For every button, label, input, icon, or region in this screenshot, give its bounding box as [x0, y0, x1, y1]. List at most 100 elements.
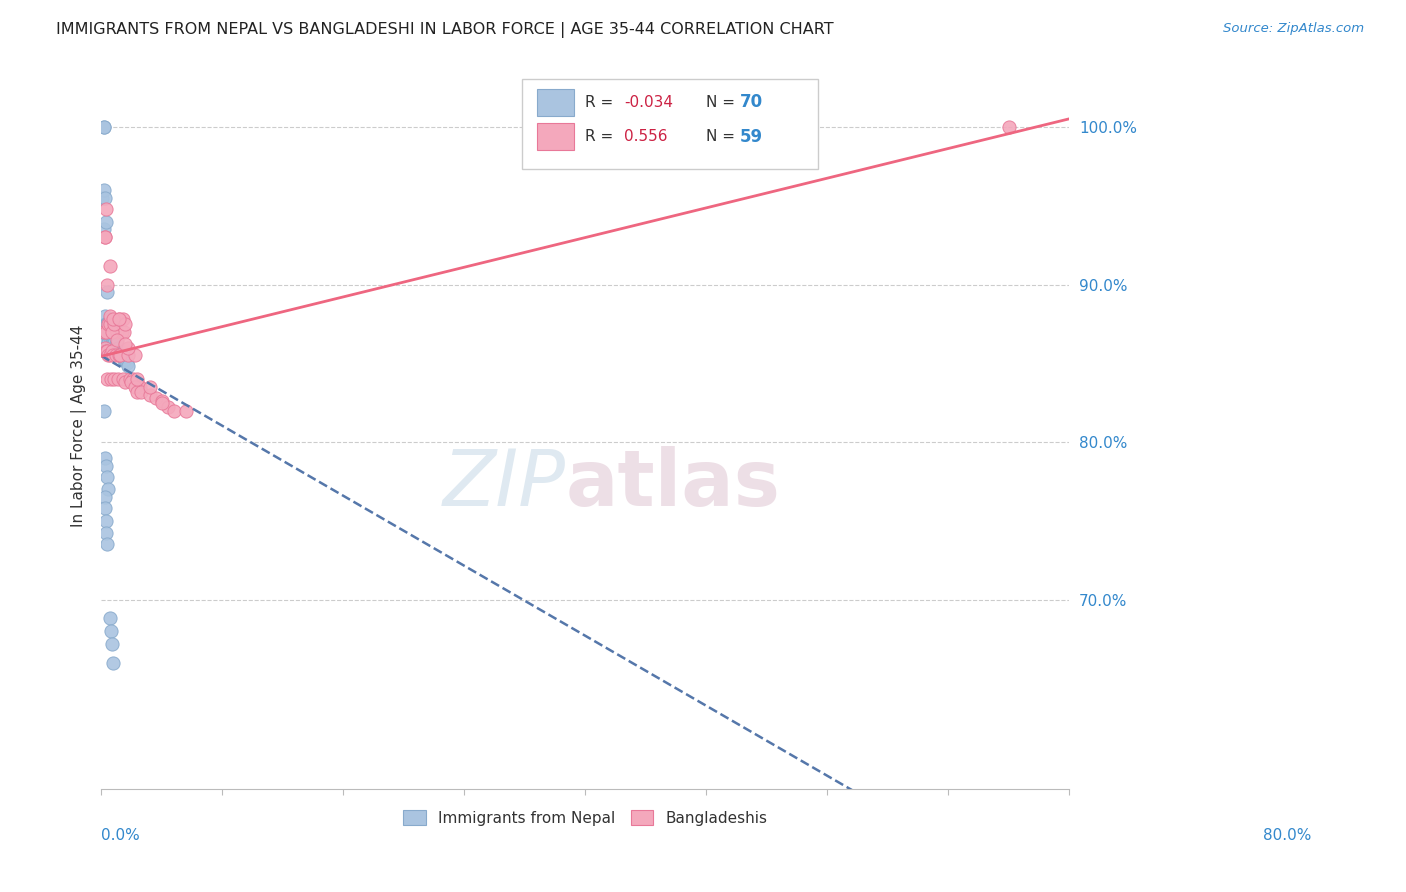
Point: [100, 325, 122, 339]
Point: [103, 656, 125, 670]
Point: [97, 325, 120, 339]
Point: [150, 395, 173, 409]
Text: ZIP: ZIP: [443, 446, 565, 522]
Point: [100, 333, 122, 347]
Point: [103, 312, 125, 326]
Point: [97, 483, 120, 497]
Point: [100, 325, 122, 339]
Point: [94, 325, 117, 339]
Bar: [537, 88, 574, 116]
Point: [103, 325, 125, 339]
Point: [93, 403, 115, 417]
Bar: [537, 123, 574, 150]
Point: [94, 333, 117, 347]
Point: [110, 348, 132, 362]
Text: -0.034: -0.034: [624, 95, 673, 110]
Point: [112, 325, 135, 339]
Point: [93, 183, 115, 197]
Point: [104, 348, 127, 362]
Point: [103, 348, 125, 362]
Point: [94, 317, 117, 331]
Point: [98, 328, 121, 343]
Point: [101, 343, 124, 358]
Point: [93, 325, 115, 339]
Text: 0.0%: 0.0%: [101, 829, 139, 844]
Point: [97, 325, 120, 339]
Point: [108, 348, 131, 362]
Point: [94, 202, 117, 216]
Point: [128, 380, 150, 394]
Point: [94, 325, 117, 339]
Point: [111, 350, 134, 364]
Point: [97, 328, 120, 343]
Point: [97, 335, 120, 350]
Y-axis label: In Labor Force | Age 35-44: In Labor Force | Age 35-44: [72, 325, 87, 527]
Point: [114, 337, 136, 351]
Point: [94, 325, 117, 339]
Point: [98, 309, 121, 323]
Point: [101, 637, 124, 651]
Point: [96, 325, 118, 339]
Point: [96, 328, 118, 343]
Point: [94, 325, 117, 339]
Point: [103, 372, 125, 386]
Text: 59: 59: [740, 128, 763, 145]
Point: [121, 372, 143, 386]
Point: [127, 384, 149, 399]
Point: [96, 469, 118, 483]
Text: N =: N =: [706, 95, 740, 110]
Point: [114, 317, 136, 331]
Point: [105, 333, 128, 347]
Point: [98, 317, 121, 331]
Point: [101, 325, 124, 339]
Point: [117, 359, 139, 374]
Point: [124, 348, 146, 362]
Point: [94, 526, 117, 541]
Point: [103, 333, 125, 347]
Point: [101, 325, 124, 339]
Point: [163, 403, 186, 417]
Point: [108, 312, 131, 326]
Point: [127, 375, 149, 389]
Point: [94, 514, 117, 528]
Point: [105, 337, 128, 351]
Point: [93, 120, 115, 134]
Point: [110, 347, 132, 361]
Point: [94, 458, 117, 473]
Point: [111, 348, 134, 362]
Point: [94, 325, 117, 339]
Point: [97, 348, 120, 362]
Point: [94, 214, 117, 228]
Point: [112, 353, 135, 368]
Point: [114, 353, 136, 368]
Point: [104, 337, 127, 351]
Point: [103, 328, 125, 343]
Point: [96, 343, 118, 358]
Point: [96, 285, 118, 300]
Point: [91, 191, 114, 205]
Point: [111, 312, 134, 326]
Point: [98, 317, 121, 331]
Point: [108, 343, 131, 358]
Point: [174, 403, 197, 417]
Point: [129, 384, 152, 399]
Text: 80.0%: 80.0%: [1263, 829, 1312, 844]
Point: [100, 372, 122, 386]
Text: R =: R =: [585, 129, 623, 144]
Point: [103, 333, 125, 347]
Text: atlas: atlas: [565, 446, 780, 522]
Point: [138, 380, 160, 394]
Point: [145, 391, 167, 405]
Point: [150, 394, 173, 409]
Point: [98, 325, 121, 339]
Point: [93, 120, 115, 134]
Point: [91, 325, 114, 339]
Point: [101, 335, 124, 350]
Point: [100, 624, 122, 638]
Text: 0.556: 0.556: [624, 129, 668, 144]
Point: [127, 372, 149, 386]
Point: [94, 230, 117, 244]
Point: [94, 191, 117, 205]
Point: [97, 320, 120, 334]
Legend: Immigrants from Nepal, Bangladeshis: Immigrants from Nepal, Bangladeshis: [396, 804, 773, 831]
